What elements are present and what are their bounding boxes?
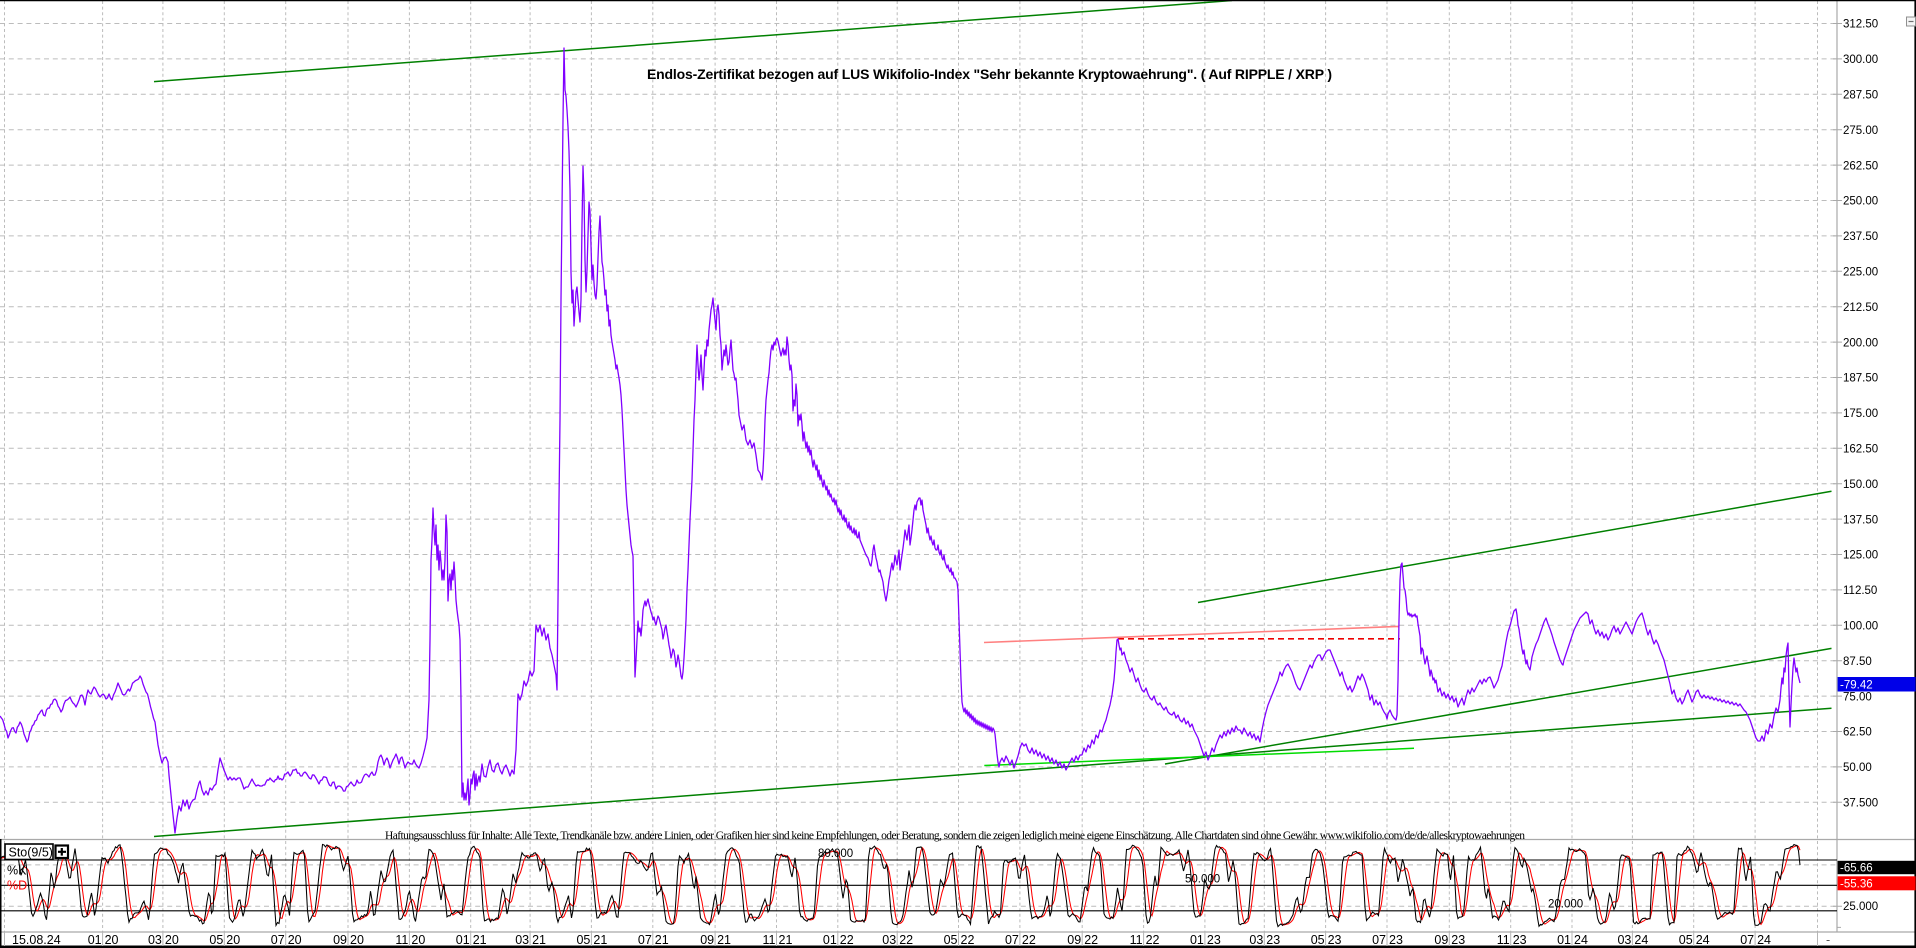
svg-text:200.00: 200.00 (1843, 337, 1878, 349)
svg-text:-: - (1826, 933, 1830, 947)
svg-text:175.00: 175.00 (1843, 408, 1878, 420)
svg-text:80.000: 80.000 (818, 848, 853, 860)
svg-text:312.50: 312.50 (1843, 19, 1878, 31)
svg-text:21: 21 (593, 933, 607, 947)
svg-text:01: 01 (88, 933, 102, 947)
svg-text:07: 07 (638, 933, 652, 947)
svg-text:25.000: 25.000 (1843, 901, 1878, 913)
svg-text:11: 11 (1130, 933, 1143, 947)
svg-text:22: 22 (961, 933, 975, 947)
svg-text:87.50: 87.50 (1843, 656, 1872, 668)
svg-text:22: 22 (1022, 933, 1036, 947)
svg-text:150.00: 150.00 (1843, 479, 1878, 491)
svg-text:275.00: 275.00 (1843, 125, 1878, 137)
svg-text:50.00: 50.00 (1843, 762, 1872, 774)
svg-text:05: 05 (209, 933, 223, 947)
svg-text:20: 20 (226, 933, 240, 947)
svg-text:09: 09 (333, 933, 347, 947)
svg-text:250.00: 250.00 (1843, 196, 1878, 208)
svg-text:187.50: 187.50 (1843, 373, 1878, 385)
svg-text:11: 11 (1497, 933, 1510, 947)
svg-text:03: 03 (1617, 933, 1631, 947)
svg-text:23: 23 (1451, 933, 1465, 947)
svg-text:20.000: 20.000 (1548, 899, 1583, 911)
svg-text:09: 09 (1067, 933, 1081, 947)
svg-text:287.50: 287.50 (1843, 90, 1878, 102)
svg-text:-79.42: -79.42 (1840, 679, 1873, 691)
svg-text:20: 20 (288, 933, 302, 947)
svg-text:20: 20 (411, 933, 425, 947)
svg-text:24: 24 (1574, 933, 1588, 947)
svg-text:262.50: 262.50 (1843, 160, 1878, 172)
svg-text:125.00: 125.00 (1843, 550, 1878, 562)
svg-text:15.08.24: 15.08.24 (12, 933, 61, 947)
svg-text:22: 22 (1146, 933, 1160, 947)
svg-text:24: 24 (1634, 933, 1648, 947)
svg-text:23: 23 (1207, 933, 1221, 947)
svg-text:62.50: 62.50 (1843, 727, 1872, 739)
svg-text:-65.66: -65.66 (1840, 863, 1873, 875)
svg-text:20: 20 (105, 933, 119, 947)
svg-text:07: 07 (1740, 933, 1754, 947)
svg-text:11: 11 (395, 933, 408, 947)
svg-text:-55.36: -55.36 (1840, 878, 1873, 890)
svg-text:50.000: 50.000 (1185, 874, 1220, 886)
svg-text:20: 20 (350, 933, 364, 947)
svg-text:212.50: 212.50 (1843, 302, 1878, 314)
svg-text:Endlos-Zertifikat bezogen auf: Endlos-Zertifikat bezogen auf LUS Wikifo… (647, 66, 1332, 82)
svg-text:03: 03 (148, 933, 162, 947)
svg-text:05: 05 (1679, 933, 1693, 947)
svg-text:09: 09 (700, 933, 714, 947)
svg-text:137.50: 137.50 (1843, 514, 1878, 526)
svg-text:37.500: 37.500 (1843, 798, 1878, 810)
svg-text:21: 21 (473, 933, 487, 947)
svg-text:23: 23 (1389, 933, 1403, 947)
svg-text:05: 05 (944, 933, 958, 947)
svg-text:09: 09 (1434, 933, 1448, 947)
svg-text:01: 01 (1190, 933, 1204, 947)
svg-text:05: 05 (576, 933, 590, 947)
svg-text:03: 03 (1249, 933, 1263, 947)
svg-text:112.50: 112.50 (1843, 585, 1877, 597)
svg-text:300.00: 300.00 (1843, 54, 1878, 66)
svg-text:03: 03 (515, 933, 529, 947)
svg-text:01: 01 (456, 933, 470, 947)
svg-text:01: 01 (823, 933, 837, 947)
svg-text:24: 24 (1696, 933, 1710, 947)
svg-text:24: 24 (1757, 933, 1771, 947)
svg-text:07: 07 (271, 933, 285, 947)
svg-text:07: 07 (1372, 933, 1386, 947)
svg-text:20: 20 (165, 933, 179, 947)
svg-text:225.00: 225.00 (1843, 267, 1878, 279)
svg-text:%K: %K (7, 864, 27, 878)
svg-text:22: 22 (899, 933, 913, 947)
svg-text:22: 22 (1084, 933, 1098, 947)
svg-text:21: 21 (655, 933, 669, 947)
svg-text:237.50: 237.50 (1843, 231, 1878, 243)
svg-text:Haftungsausschluss für Inhalte: Haftungsausschluss für Inhalte: Alle Tex… (385, 830, 1525, 842)
svg-text:21: 21 (717, 933, 731, 947)
svg-text:21: 21 (532, 933, 546, 947)
svg-text:05: 05 (1311, 933, 1325, 947)
svg-text:100.00: 100.00 (1843, 621, 1878, 633)
svg-text:22: 22 (840, 933, 854, 947)
svg-text:03: 03 (882, 933, 896, 947)
svg-text:23: 23 (1513, 933, 1527, 947)
svg-text:01: 01 (1557, 933, 1571, 947)
svg-text:75.00: 75.00 (1843, 691, 1872, 703)
svg-text:21: 21 (779, 933, 793, 947)
svg-text:162.50: 162.50 (1843, 444, 1878, 456)
svg-text:23: 23 (1266, 933, 1280, 947)
svg-text:Sto(9/5): Sto(9/5) (9, 846, 53, 860)
svg-text:%D: %D (7, 879, 27, 893)
svg-text:07: 07 (1005, 933, 1019, 947)
svg-text:23: 23 (1328, 933, 1342, 947)
svg-text:11: 11 (763, 933, 776, 947)
